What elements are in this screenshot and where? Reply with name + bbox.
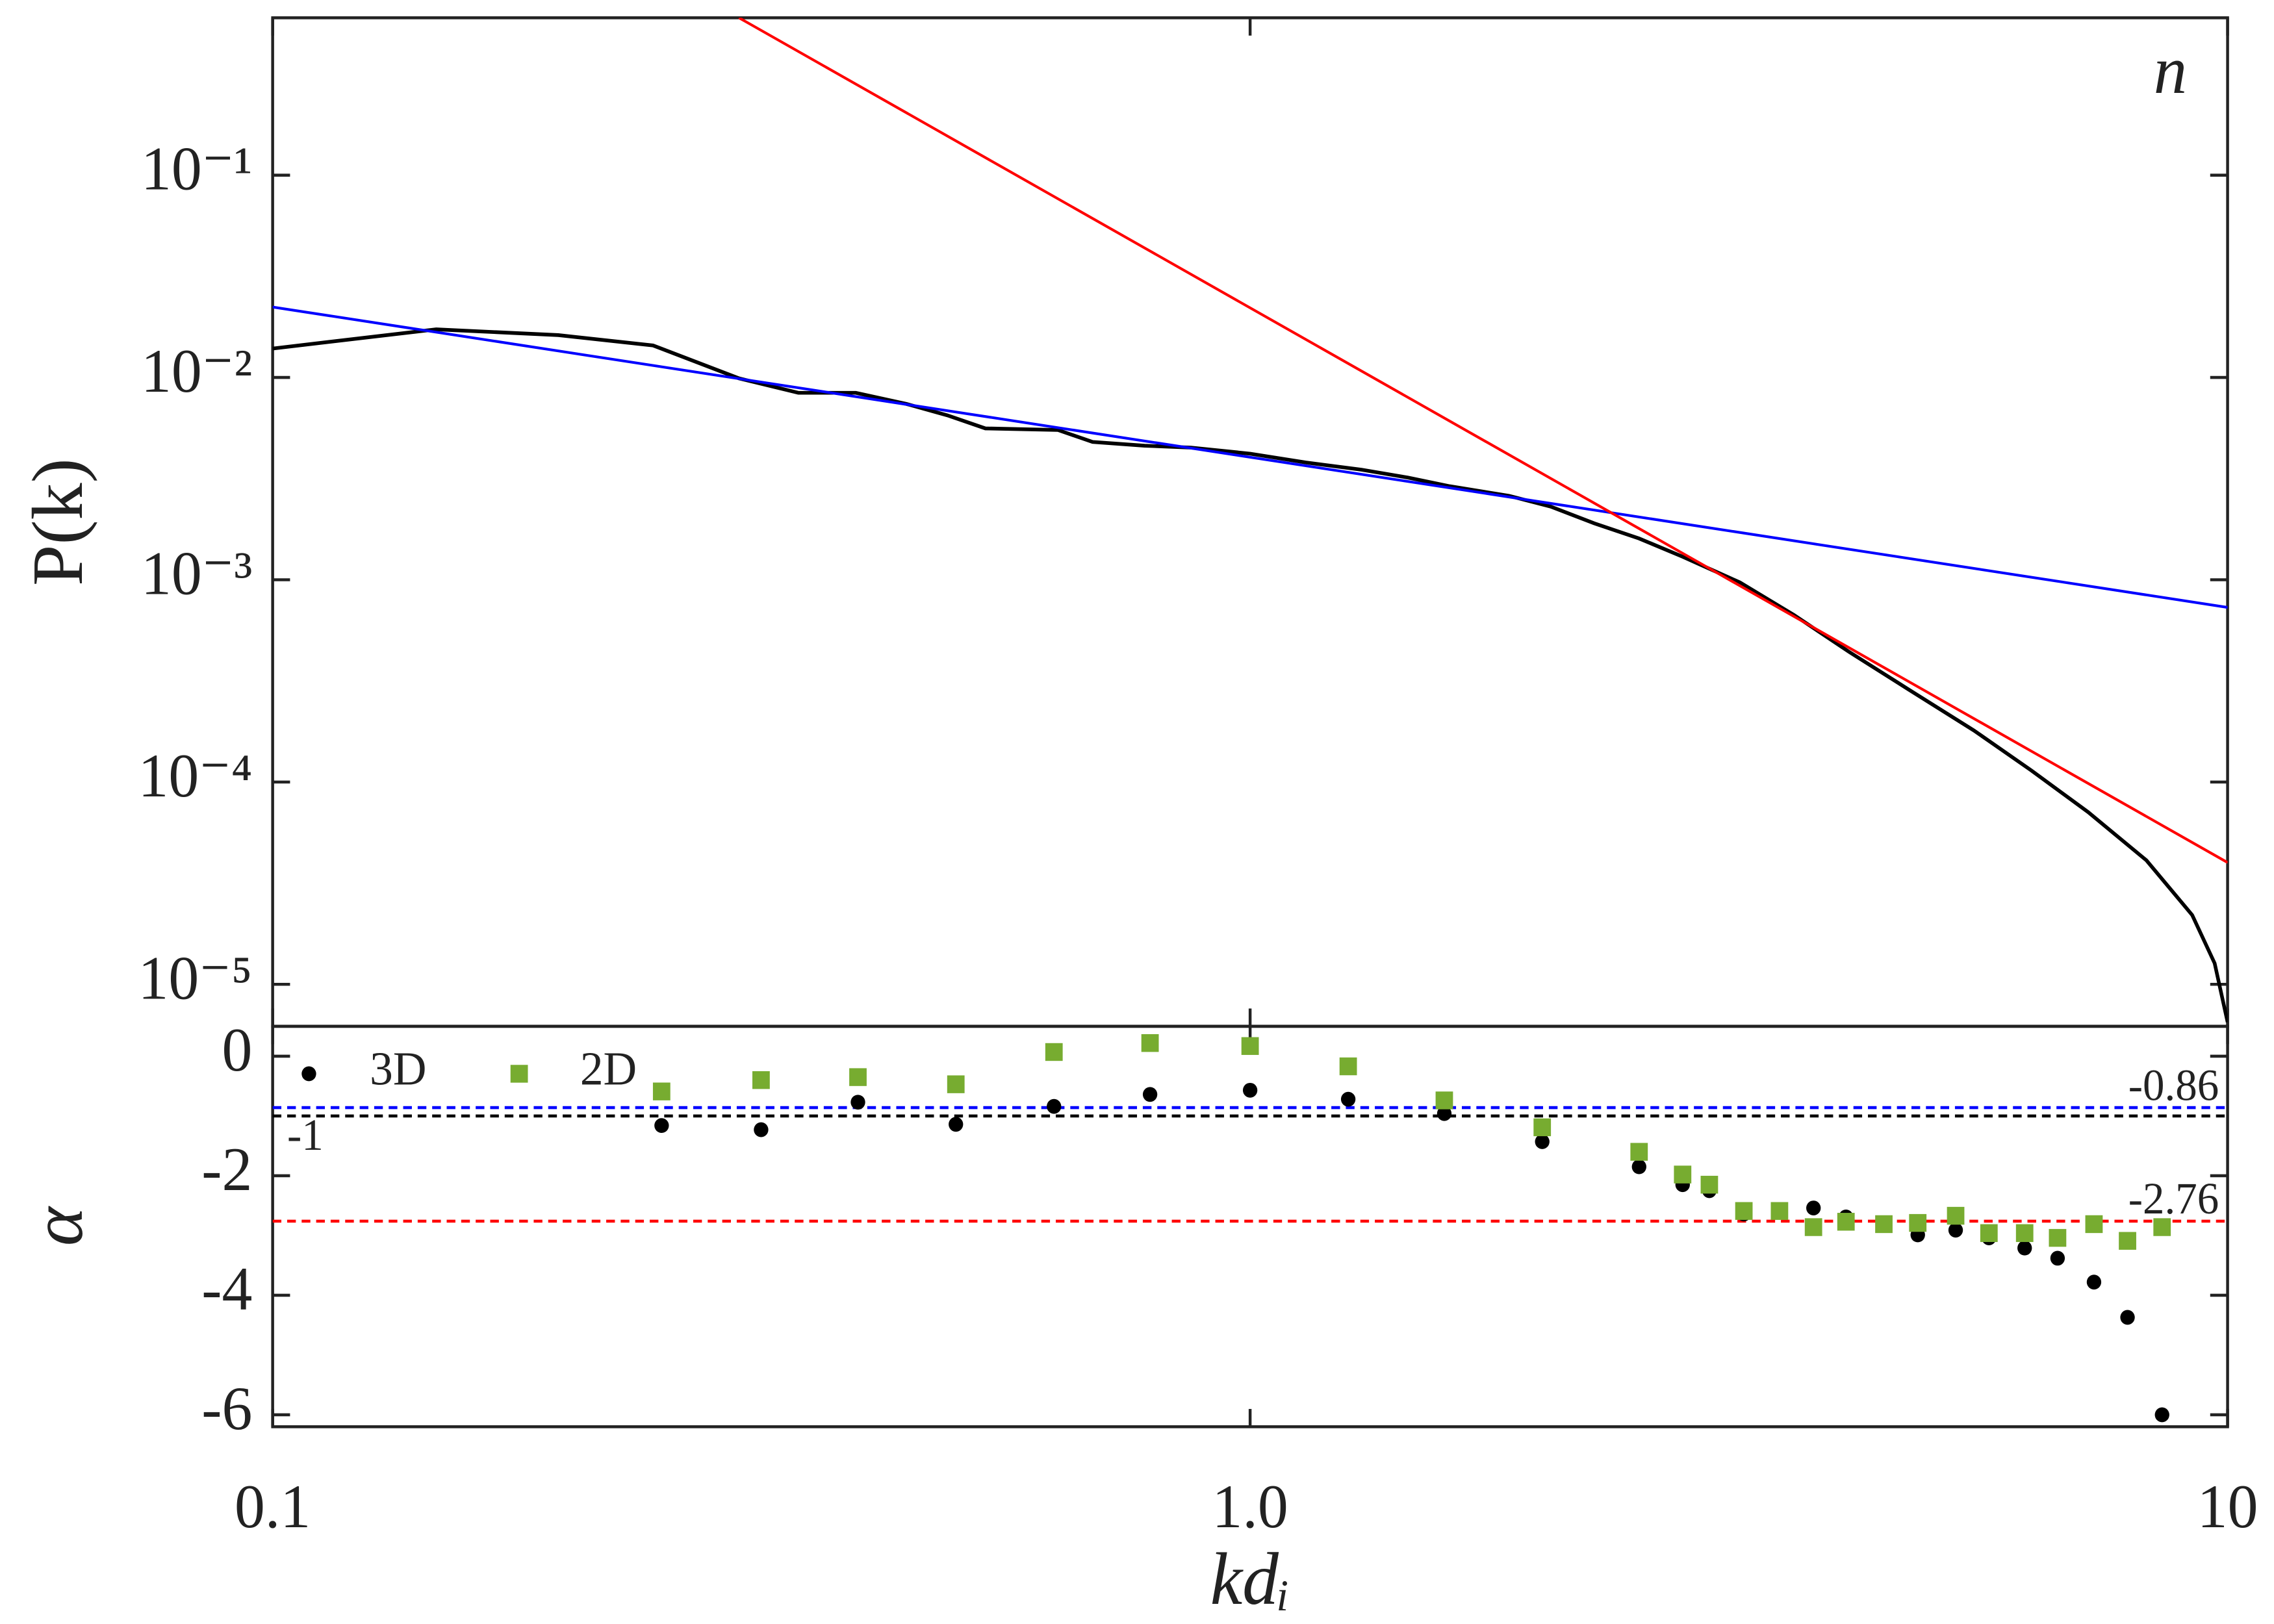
- marker: [1141, 1034, 1159, 1052]
- y-tick-label: 0: [222, 1015, 253, 1084]
- marker: [1674, 1165, 1692, 1184]
- y-tick-label: 10⁻²: [141, 336, 252, 405]
- reference-label: -0.86: [2128, 1061, 2219, 1110]
- marker: [1837, 1213, 1855, 1231]
- y-tick-label: -4: [201, 1254, 252, 1323]
- line-series: [272, 305, 2228, 609]
- marker: [1339, 1057, 1357, 1076]
- marker: [652, 1082, 671, 1100]
- y-tick-label: 10⁻¹: [141, 134, 252, 203]
- y-tick-label: -6: [201, 1374, 252, 1443]
- marker: [1948, 1223, 1963, 1238]
- marker: [1980, 1224, 1998, 1242]
- marker: [1435, 1091, 1453, 1110]
- panel: 0 -2 -4 -6 0.1 1.0 10 α kdᵢ -0.86 -1 -2.76 3D 2D: [18, 1015, 2258, 1620]
- reference-label: -2.76: [2128, 1174, 2219, 1223]
- marker: [2049, 1228, 2067, 1247]
- plot-frame: [271, 16, 2229, 1028]
- marker: [1535, 1134, 1550, 1149]
- legend-label: 3D: [370, 1043, 426, 1095]
- marker: [1875, 1215, 1893, 1234]
- reference-label: -1: [287, 1110, 324, 1160]
- plot-area: [272, 18, 2228, 1023]
- legend-marker: [301, 1066, 316, 1082]
- marker: [1631, 1159, 1646, 1174]
- marker: [2153, 1218, 2171, 1236]
- marker: [1804, 1218, 1822, 1236]
- marker: [2119, 1232, 2136, 1250]
- x-tick-label: 0.1: [235, 1472, 311, 1541]
- plot-area: [272, 1034, 2228, 1423]
- marker: [2120, 1310, 2135, 1325]
- marker: [1047, 1098, 1062, 1114]
- y-axis-label: P(k): [18, 458, 98, 586]
- x-tick-label: 10: [2197, 1472, 2258, 1541]
- y-axis-label: α: [18, 1205, 98, 1246]
- marker: [2050, 1250, 2065, 1266]
- line-series: [738, 18, 2228, 864]
- marker: [2015, 1224, 2034, 1242]
- marker: [949, 1117, 964, 1132]
- marker: [752, 1071, 770, 1089]
- marker: [1437, 1106, 1452, 1121]
- x-axis-label: kdᵢ: [1210, 1538, 1290, 1620]
- marker: [947, 1075, 965, 1093]
- marker: [1947, 1206, 1965, 1225]
- y-tick-label: 10⁻⁵: [138, 943, 252, 1012]
- legend-label: 2D: [580, 1043, 637, 1095]
- marker: [1909, 1213, 1927, 1232]
- marker: [2086, 1275, 2102, 1290]
- marker: [850, 1095, 865, 1110]
- marker: [849, 1068, 867, 1086]
- y-tick-label: 10⁻⁴: [138, 741, 252, 810]
- marker: [1242, 1082, 1258, 1098]
- marker: [1045, 1043, 1063, 1061]
- marker: [2085, 1215, 2103, 1234]
- x-tick-label: 1.0: [1212, 1472, 1288, 1541]
- marker: [1340, 1091, 1356, 1107]
- marker: [1806, 1200, 1821, 1216]
- y-tick-label: 10⁻³: [141, 539, 252, 608]
- marker: [754, 1122, 769, 1137]
- marker: [654, 1118, 669, 1134]
- marker: [1700, 1176, 1718, 1194]
- marker: [1142, 1087, 1158, 1102]
- marker: [2154, 1407, 2169, 1423]
- marker: [1770, 1202, 1789, 1220]
- y-tick-label: -2: [201, 1135, 252, 1204]
- marker: [2017, 1240, 2032, 1256]
- marker: [1533, 1118, 1552, 1137]
- marker: [1735, 1202, 1753, 1220]
- marker: [1630, 1143, 1648, 1161]
- legend-marker: [510, 1065, 528, 1083]
- annotation: n: [2154, 32, 2187, 108]
- line-series: [272, 327, 2228, 1023]
- marker: [1241, 1037, 1259, 1055]
- panel: 10⁻¹ 10⁻² 10⁻³ 10⁻⁴ 10⁻⁵ P(k) n: [18, 16, 2229, 1028]
